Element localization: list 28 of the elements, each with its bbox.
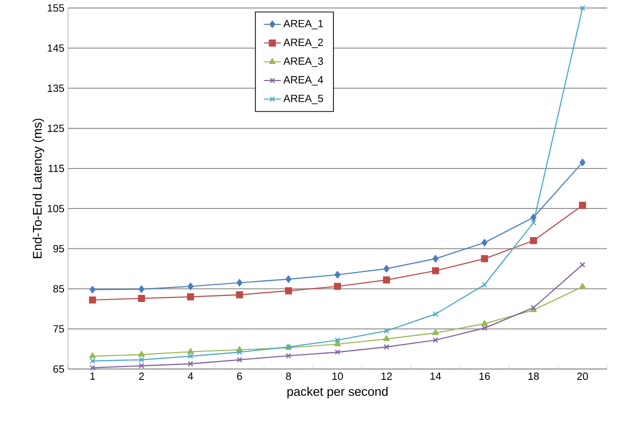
- legend-label: AREA_1: [283, 20, 323, 30]
- legend-label: AREA_2: [283, 38, 323, 48]
- x-tick-label: 6: [237, 372, 242, 380]
- y-tick-label: 135: [48, 84, 64, 92]
- x-tick-label: 14: [430, 372, 441, 380]
- y-tick-label: 145: [48, 44, 64, 52]
- legend-label: AREA_4: [283, 76, 324, 86]
- x-tick-label: 10: [332, 372, 343, 380]
- legend-label: AREA_3: [283, 57, 323, 67]
- y-tick-label: 75: [53, 325, 64, 333]
- y-tick-label: 125: [48, 124, 64, 132]
- x-tick-label: 20: [577, 372, 588, 380]
- x-tick-label: 1: [90, 372, 95, 380]
- y-tick-label: 65: [53, 365, 64, 373]
- x-tick-label: 16: [479, 372, 490, 380]
- y-tick-label: 95: [53, 244, 64, 252]
- y-tick-label: 115: [48, 164, 64, 172]
- y-tick-label: 85: [53, 285, 64, 292]
- y-tick-label: 155: [48, 4, 64, 12]
- x-tick-label: 4: [188, 372, 194, 380]
- x-tick-label: 8: [286, 372, 291, 380]
- x-tick-label: 2: [139, 372, 144, 380]
- x-axis-title: packet per second: [287, 386, 388, 398]
- y-axis-title: End-To-End Latency (ms): [32, 118, 44, 258]
- x-tick-label: 18: [528, 372, 539, 380]
- x-tick-label: 12: [381, 372, 392, 380]
- legend-label: AREA_5: [283, 94, 323, 104]
- y-tick-label: 105: [48, 204, 64, 212]
